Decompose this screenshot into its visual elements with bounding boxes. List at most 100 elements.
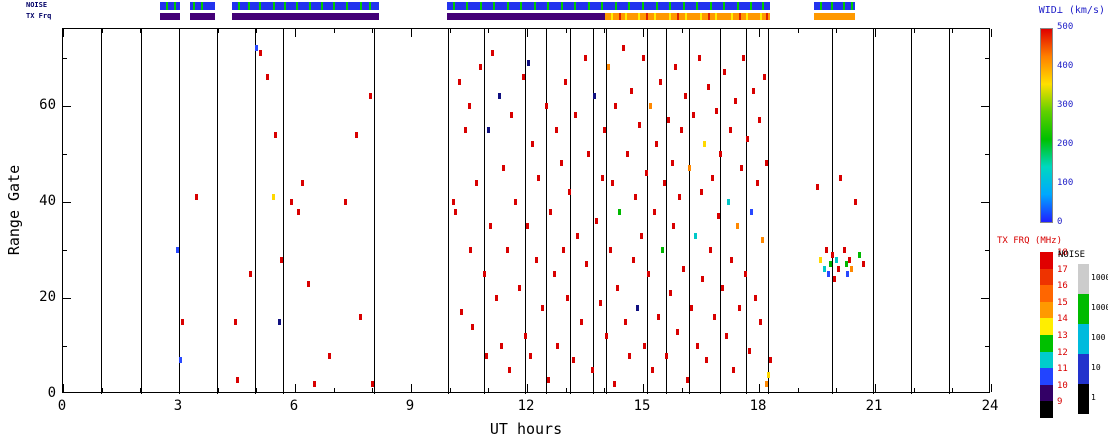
data-point: [749, 208, 753, 215]
x-axis-tick: [449, 388, 451, 392]
data-point: [834, 256, 838, 263]
data-point: [763, 74, 767, 81]
data-point: [568, 189, 572, 196]
wid-tick-label: 0: [1057, 217, 1063, 227]
data-point: [658, 78, 662, 85]
y-axis-tick: [63, 105, 71, 107]
noise-color-segment: [1078, 294, 1089, 324]
data-point: [535, 256, 539, 263]
data-point: [705, 357, 709, 364]
wid-colorbar: [1040, 28, 1053, 223]
plot-area: [62, 28, 992, 394]
data-point: [523, 333, 527, 340]
x-axis-tick: [643, 384, 644, 392]
data-point: [656, 314, 660, 321]
data-point: [726, 198, 730, 205]
scan-boundary-line: [525, 29, 527, 394]
data-point: [453, 208, 457, 215]
data-point: [571, 357, 575, 364]
data-point: [720, 285, 724, 292]
data-point: [606, 64, 610, 71]
scan-boundary-line: [255, 29, 257, 394]
txfrq-strip-fleck: [645, 13, 648, 20]
tx-frq-legend-title: TX FRQ (MHz): [997, 236, 1063, 246]
data-point: [716, 213, 720, 220]
data-point: [666, 117, 670, 124]
tx-frq-tick-label: 11: [1057, 364, 1068, 375]
data-point: [829, 261, 833, 268]
data-point: [682, 266, 686, 273]
wid-legend-title: WID⊥ (km/s): [1038, 5, 1105, 16]
data-point: [651, 366, 655, 373]
data-point: [566, 294, 570, 301]
txfrq-strip-segment: [189, 13, 215, 20]
txfrq-strip-fleck: [707, 13, 710, 20]
x-tick-label: 0: [57, 398, 67, 414]
scan-boundary-line: [448, 29, 450, 394]
data-point: [639, 232, 643, 239]
x-axis-tick: [488, 29, 490, 33]
scan-boundary-line: [832, 29, 834, 394]
tx-frq-tick-label: 13: [1057, 331, 1068, 341]
data-point: [562, 246, 566, 253]
data-point: [734, 98, 738, 105]
scan-boundary-line: [100, 29, 102, 394]
txfrq-strip-fleck: [765, 13, 768, 20]
x-axis-tick: [63, 29, 64, 37]
data-point: [467, 102, 471, 109]
x-axis-tick: [720, 29, 722, 33]
data-point: [546, 376, 550, 383]
data-point: [289, 198, 293, 205]
data-point: [452, 198, 456, 205]
scan-boundary-line: [216, 29, 218, 394]
data-point: [701, 275, 705, 282]
data-point: [471, 323, 475, 330]
tx-frq-color-segment: [1040, 285, 1053, 302]
x-axis-tick: [63, 384, 64, 392]
data-point: [846, 270, 850, 277]
data-point: [635, 304, 639, 311]
noise-color-segment: [1078, 324, 1089, 354]
noise-strip-label: NOISE: [26, 1, 48, 9]
x-axis-tick: [759, 384, 760, 392]
wid-tick-label: 500: [1057, 22, 1074, 32]
noise-strip-fleck: [201, 2, 204, 10]
data-point: [753, 294, 757, 301]
data-point: [645, 170, 649, 177]
tx-frq-tick-label: 9: [1057, 397, 1063, 408]
data-point: [370, 381, 374, 388]
data-point: [266, 74, 270, 81]
data-point: [854, 198, 858, 205]
noise-strip-fleck: [359, 2, 362, 10]
txfrq-strip-fleck: [669, 13, 672, 20]
tx-frq-tick-label: 18: [1057, 248, 1068, 258]
scan-boundary-line: [666, 29, 668, 394]
data-point: [711, 174, 715, 181]
data-point: [626, 150, 630, 157]
txfrq-strip-fleck: [759, 13, 762, 20]
data-point: [858, 251, 862, 258]
data-point: [838, 174, 842, 181]
data-point: [479, 64, 483, 71]
data-point: [699, 189, 703, 196]
y-axis-tick: [985, 345, 989, 347]
tx-frq-color-segment: [1040, 368, 1053, 385]
data-point: [624, 318, 628, 325]
data-point: [575, 232, 579, 239]
tx-frq-color-segment: [1040, 351, 1053, 369]
data-point: [272, 194, 276, 201]
data-point: [463, 126, 467, 133]
noise-strip-fleck: [696, 2, 699, 10]
y-axis-tick: [63, 249, 67, 251]
data-point: [544, 102, 548, 109]
x-axis-tick: [836, 29, 838, 33]
data-point: [850, 266, 854, 273]
noise-strip-fleck: [723, 2, 726, 10]
data-point: [629, 88, 633, 95]
wid-tick-label: 100: [1057, 178, 1074, 188]
txfrq-strip-fleck: [700, 13, 702, 20]
data-point: [488, 222, 492, 229]
data-point: [759, 318, 763, 325]
data-point: [745, 136, 749, 143]
x-axis-tick: [565, 388, 567, 392]
